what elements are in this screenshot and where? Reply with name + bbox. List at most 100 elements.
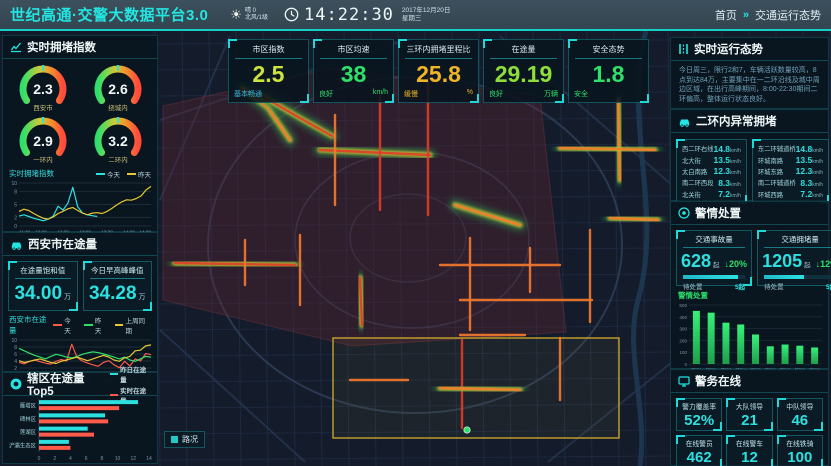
svg-text:6: 6 bbox=[85, 456, 88, 462]
road-speed: 13.5km/h bbox=[795, 155, 824, 166]
pending-label: 待处置 bbox=[683, 284, 703, 291]
car-icon bbox=[678, 116, 691, 127]
panel-title: 二环内异常拥堵 bbox=[696, 116, 777, 128]
progress-fill bbox=[683, 275, 738, 279]
chart-title: 西安市在途量 bbox=[9, 315, 47, 335]
svg-text:碑林区: 碑林区 bbox=[20, 415, 37, 423]
card-label: 交通拥堵量 bbox=[764, 234, 831, 248]
kpi-value: 25.8 bbox=[416, 61, 461, 87]
kpi-value: 2.5 bbox=[252, 61, 285, 87]
stat-label: 在线警车 bbox=[735, 441, 764, 448]
road-name: 南二环西段 bbox=[682, 180, 714, 188]
incident-card-congestion: 交通拥堵量 1205 起 ↓12% 待处置 5起 bbox=[757, 230, 831, 291]
road-name: 环城西路 bbox=[757, 191, 784, 199]
congestion-gauge: 2.3 西安市 bbox=[5, 61, 80, 113]
svg-text:绕城内: 绕城内 bbox=[108, 103, 128, 112]
road-speed: 8.3km/h bbox=[800, 177, 824, 188]
police-stat-coverage: 警力覆盖率 52% bbox=[676, 398, 723, 431]
card-delta: ↓12% bbox=[815, 259, 831, 269]
road-speed: 8.3km/h bbox=[718, 177, 741, 188]
police-stat-brigade: 大队领导 21 bbox=[726, 398, 773, 431]
legend-item[interactable]: 上周同期 bbox=[114, 315, 151, 335]
stat-value: 21 bbox=[741, 412, 758, 429]
svg-text:莲湖区: 莲湖区 bbox=[20, 428, 37, 436]
stat-morning-peak: 今日早高峰峰值 34.28 万 bbox=[82, 261, 152, 311]
abnormal-list-left: 西二环右线 14.8km/h 北大街 13.5km/h 太白南路 12.3km/h 南二环西… bbox=[676, 139, 747, 204]
kpi-city-index: 市区指数 2.5 基本畅通 bbox=[228, 39, 309, 103]
svg-text:一环内: 一环内 bbox=[33, 155, 53, 164]
congestion-gauge: 2.9 一环内 bbox=[5, 113, 80, 165]
road-name: 北大街 bbox=[682, 157, 701, 165]
svg-text:8: 8 bbox=[14, 345, 17, 351]
svg-text:6: 6 bbox=[14, 352, 17, 358]
panel-abnormal-congestion: 二环内异常拥堵 西二环右线 14.8km/h 北大街 13.5km/h 太白南路 12.3… bbox=[670, 109, 830, 204]
road-speed: 14.8km/h bbox=[713, 143, 741, 154]
stat-value: 34.28 bbox=[88, 283, 137, 304]
svg-text:2: 2 bbox=[14, 366, 17, 372]
svg-text:西安市: 西安市 bbox=[33, 103, 53, 112]
stat-unit: 万 bbox=[138, 294, 146, 301]
breadcrumb-separator-icon: » bbox=[742, 8, 749, 21]
app-title: 世纪高通·交警大数据平台3.0 bbox=[10, 7, 209, 24]
kpi-label: 安全态势 bbox=[575, 44, 642, 59]
kpi-value: 1.8 bbox=[592, 61, 625, 87]
svg-text:100: 100 bbox=[679, 350, 687, 355]
legend-item[interactable]: 昨天 bbox=[127, 169, 151, 179]
incident-card-accidents: 交通事故量 628 起 ↓20% 待处置 5起 bbox=[676, 230, 753, 291]
panel-ontheway: 西安市在途量 在途量饱和值 34.00 万 今日早高峰峰值 34.28 万 西安市在… bbox=[2, 232, 158, 384]
stat-saturation: 在途量饱和值 34.00 万 bbox=[8, 261, 78, 311]
runtime-summary-text: 今日周三，限行2和7，车辆活跃数量较高，8点到达84万，主要集中在一二环沿线及城… bbox=[679, 67, 820, 103]
svg-text:2.3: 2.3 bbox=[33, 81, 53, 97]
svg-text:0: 0 bbox=[38, 456, 41, 462]
legend-item[interactable]: 今天 bbox=[53, 315, 77, 335]
stat-label: 中队领导 bbox=[786, 404, 814, 411]
kpi-status: 基本畅通 bbox=[234, 91, 262, 98]
stat-value: 52% bbox=[684, 412, 715, 429]
legend-item[interactable]: 昨天 bbox=[83, 315, 108, 335]
road-name: 西二环右线 bbox=[682, 146, 714, 154]
road-name: 南二环辅道桥 bbox=[757, 180, 796, 188]
kpi-city-speed: 市区均速 38 良好 km/h bbox=[313, 39, 394, 103]
progress-track bbox=[683, 275, 746, 279]
abnormal-list-right: 东二环辅道桥 14.8km/h 环城南路 13.5km/h 环城东路 12.3km/h 南二… bbox=[751, 139, 830, 204]
police-stat-riders: 在线铁骑 100 bbox=[776, 435, 824, 466]
congestion-trend-chart: 10852011:3012:0012:3013:0013:3014:0014:3… bbox=[11, 181, 151, 235]
road-name: 环城南路 bbox=[757, 157, 784, 165]
svg-text:5: 5 bbox=[14, 203, 17, 209]
svg-text:300: 300 bbox=[679, 327, 687, 332]
svg-text:2: 2 bbox=[53, 456, 56, 462]
kpi-value: 29.19 bbox=[494, 61, 553, 87]
stat-value: 46 bbox=[791, 412, 809, 429]
abnormal-road-row: 环城南路 13.5km/h bbox=[758, 154, 823, 165]
legend-item[interactable]: 今天 bbox=[96, 169, 120, 179]
panel-incidents: 警情处置 交通事故量 628 起 ↓20% 待处置 5起 交通拥堵量 1205 起… bbox=[670, 201, 831, 374]
stat-value: 462 bbox=[686, 449, 712, 466]
road-name: 东二环辅道桥 bbox=[757, 146, 796, 154]
gauge-grid: 2.3 西安市 2.6 绕城内 2.9 一环内 3.2 二环内 bbox=[3, 59, 157, 165]
svg-text:8: 8 bbox=[14, 190, 17, 196]
panel-title: 实时运行态势 bbox=[694, 44, 763, 56]
abnormal-road-row: 南二环辅道桥 8.3km/h bbox=[758, 177, 823, 188]
kpi-label: 在途量 bbox=[490, 44, 557, 59]
nav-current[interactable]: 交通运行态势 bbox=[755, 9, 821, 22]
stat-value: 12 bbox=[741, 449, 758, 466]
panel-congestion-index: 实时拥堵指数 2.3 西安市 2.6 绕城内 2.9 一环内 3.2 二环内 实时拥堵指数 今… bbox=[2, 35, 158, 235]
svg-text:2: 2 bbox=[14, 215, 17, 221]
abnormal-road-row: 东二环辅道桥 14.8km/h bbox=[758, 143, 823, 154]
abnormal-road-row: 环城东路 12.3km/h bbox=[758, 166, 823, 177]
breadcrumb: 首页 » 交通运行态势 bbox=[715, 7, 821, 23]
trend-icon bbox=[10, 41, 22, 53]
abnormal-road-row: 西二环右线 14.8km/h bbox=[682, 143, 741, 154]
road-condition-toggle[interactable]: 路况 bbox=[164, 431, 205, 448]
road-speed: 12.3km/h bbox=[795, 166, 824, 177]
nav-home[interactable]: 首页 bbox=[714, 9, 737, 22]
kpi-unit: km/h bbox=[372, 89, 388, 96]
road-speed: 13.5km/h bbox=[713, 155, 741, 166]
kpi-congestion-mileage: 三环内拥堵里程比 25.8 缓慢% bbox=[398, 39, 479, 103]
kpi-value: 38 bbox=[340, 61, 367, 87]
road-speed: 12.3km/h bbox=[713, 166, 741, 177]
stat-label: 在线铁骑 bbox=[786, 441, 814, 448]
legend-item[interactable]: 昨日在途量 bbox=[109, 364, 150, 384]
badge-icon bbox=[10, 378, 22, 390]
svg-text:2.6: 2.6 bbox=[108, 81, 128, 97]
